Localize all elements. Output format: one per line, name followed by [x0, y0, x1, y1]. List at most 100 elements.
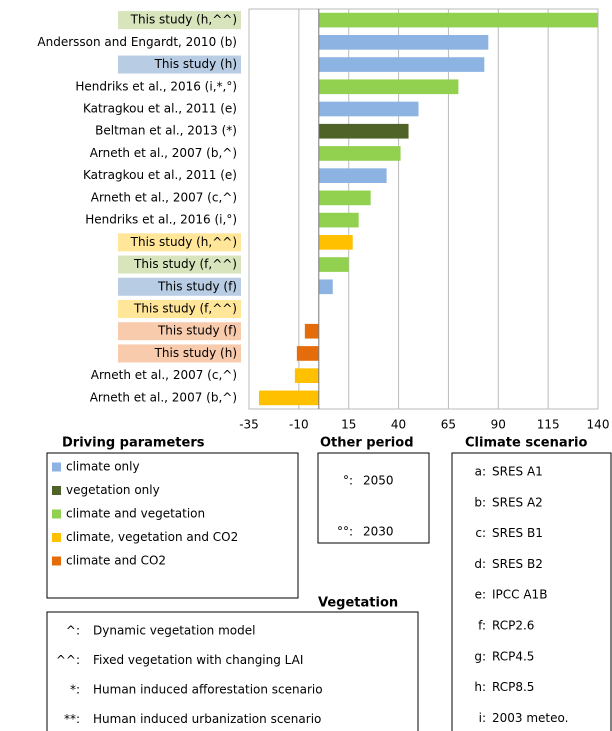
- y-tick-label: Arneth et al., 2007 (b,^): [90, 146, 237, 160]
- bar: [318, 190, 371, 206]
- bar: [318, 12, 598, 28]
- bar: [318, 123, 409, 139]
- driving-box: [46, 452, 299, 599]
- legend-label: climate only: [66, 460, 140, 474]
- x-tick-label: -35: [239, 418, 259, 432]
- legend-swatch: [52, 556, 61, 566]
- legend-label: 2003 meteo.: [492, 711, 568, 725]
- label-highlight: [118, 255, 241, 274]
- legend-label: SRES B2: [492, 557, 543, 571]
- legend-swatch: [52, 533, 61, 542]
- legend-key: *:: [70, 683, 80, 697]
- legend-swatch: [52, 486, 61, 495]
- y-tick-label: Andersson and Engardt, 2010 (b): [37, 35, 237, 49]
- label-highlight: [118, 344, 241, 363]
- x-tick-label: -10: [289, 418, 309, 432]
- label-highlight: [118, 233, 241, 252]
- x-tick-label: 65: [441, 418, 456, 432]
- y-tick-label: This study (h): [154, 57, 237, 71]
- y-tick-label: Katragkou et al., 2011 (e): [83, 168, 237, 182]
- label-highlight: [118, 11, 241, 30]
- legend-label: SRES B1: [492, 526, 543, 540]
- legend-label: RCP2.6: [492, 619, 534, 633]
- bar: [258, 390, 319, 406]
- legend-key: g:: [474, 649, 486, 663]
- bar: [318, 212, 359, 228]
- bar: [318, 146, 401, 161]
- y-tick-label: Katragkou et al., 2011 (e): [83, 102, 237, 116]
- y-tick-label: This study (h,^^): [130, 235, 237, 249]
- legend-key: f:: [478, 619, 486, 633]
- bar: [318, 257, 349, 272]
- legend-key: ^:: [66, 624, 80, 638]
- y-tick-label: This study (f): [157, 324, 237, 338]
- bar: [318, 35, 489, 50]
- legend-label: Fixed vegetation with changing LAI: [93, 653, 303, 667]
- x-tick-label: 90: [491, 418, 506, 432]
- legend-title: Vegetation: [318, 596, 398, 611]
- legend-title: Other period: [320, 436, 414, 451]
- bar: [296, 346, 319, 361]
- legend-key: c:: [475, 526, 486, 540]
- label-highlight: [118, 277, 241, 296]
- legend-key: **:: [64, 712, 80, 726]
- vegetation-box: [46, 611, 419, 731]
- label-highlight: [118, 55, 241, 74]
- y-tick-label: Arneth et al., 2007 (b,^): [90, 390, 237, 404]
- legend-label: RCP4.5: [492, 649, 534, 663]
- y-tick-label: This study (h): [154, 346, 237, 360]
- scenario-box: [451, 452, 612, 731]
- y-tick-label: Hendriks et al., 2016 (i,*,°): [75, 79, 237, 93]
- y-tick-label: Arneth et al., 2007 (c,^): [91, 368, 237, 382]
- legend-key: a:: [475, 465, 486, 479]
- label-highlight: [118, 322, 241, 341]
- legend-key: e:: [475, 588, 486, 602]
- bar: [294, 368, 319, 383]
- legend-label: SRES A1: [492, 465, 543, 479]
- bar: [318, 168, 387, 183]
- bar: [318, 57, 485, 72]
- legend-label: RCP8.5: [492, 680, 534, 694]
- y-tick-label: This study (f,^^): [133, 257, 237, 271]
- legend-key: d:: [474, 557, 486, 571]
- label-highlight: [118, 300, 241, 318]
- legend-title: Driving parameters: [62, 436, 205, 451]
- legend-label: IPCC A1B: [492, 588, 547, 602]
- bar: [318, 279, 333, 295]
- x-tick-label: 140: [587, 418, 610, 432]
- y-tick-label: This study (h,^^): [130, 13, 237, 27]
- legend-key: °°:: [337, 525, 353, 539]
- y-tick-label: Arneth et al., 2007 (c,^): [91, 190, 237, 204]
- legend-label: climate, vegetation and CO2: [66, 530, 238, 544]
- legend-label: climate and vegetation: [66, 507, 205, 521]
- legend-label: Human induced urbanization scenario: [93, 712, 321, 726]
- legend-label: SRES A2: [492, 495, 543, 509]
- legend-title: Climate scenario: [465, 436, 587, 451]
- legend-label: vegetation only: [66, 483, 160, 497]
- legend-label: Dynamic vegetation model: [93, 624, 255, 638]
- bar: [304, 323, 319, 339]
- y-tick-label: This study (f,^^): [133, 302, 237, 316]
- y-tick-label: Hendriks et al., 2016 (i,°): [85, 213, 237, 227]
- y-tick-label: Beltman et al., 2013 (*): [95, 124, 237, 138]
- legend-label: Human induced afforestation scenario: [93, 683, 323, 697]
- y-tick-label: This study (f): [157, 279, 237, 293]
- bar: [318, 101, 419, 117]
- legend-swatch: [52, 462, 61, 472]
- bar: [318, 79, 459, 95]
- legend-swatch: [52, 509, 61, 519]
- legend-key: i:: [479, 711, 486, 725]
- legend-key: °:: [343, 474, 353, 488]
- period-box: [317, 452, 430, 544]
- legend-label: 2050: [363, 474, 394, 488]
- bar: [318, 235, 353, 250]
- legend-label: climate and CO2: [66, 554, 166, 568]
- x-tick-label: 15: [341, 418, 356, 432]
- legend-key: h:: [474, 680, 486, 694]
- x-tick-label: 40: [391, 418, 406, 432]
- legend-label: 2030: [363, 525, 394, 539]
- legend-key: b:: [474, 495, 486, 509]
- legend-key: ^^:: [56, 653, 80, 667]
- x-tick-label: 115: [537, 418, 560, 432]
